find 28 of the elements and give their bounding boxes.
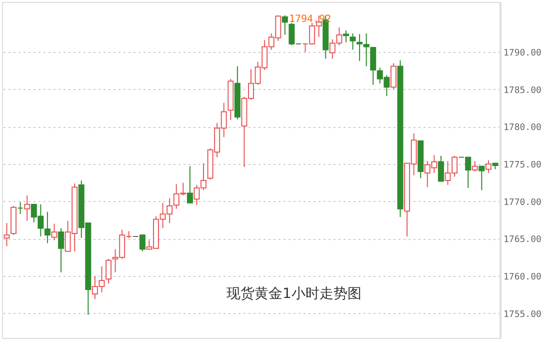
- y-tick-label: 1765.00: [504, 235, 542, 246]
- y-tick-label: 1785.00: [504, 86, 542, 96]
- candlestick: [478, 166, 485, 191]
- text: 现货黄金1小时走势图: [226, 286, 362, 302]
- candlestick: [472, 160, 478, 172]
- candlestick: [485, 160, 492, 174]
- candlestick: [17, 202, 24, 215]
- candlestick: [58, 228, 64, 273]
- candlestick: [51, 223, 58, 241]
- candlestick: [24, 194, 30, 222]
- y-tick-label: 1770.00: [504, 198, 542, 208]
- candlestick: [288, 22, 295, 46]
- candlestick: [282, 14, 288, 36]
- y-tick-label: 1755.00: [504, 310, 542, 320]
- candlestick: [438, 155, 444, 182]
- candlestick: [186, 166, 193, 204]
- candlestick: [139, 234, 146, 252]
- candlestick: [390, 62, 396, 90]
- y-tick-label: 1790.00: [504, 48, 542, 59]
- candlestick: [342, 30, 349, 43]
- candlestick: [465, 156, 472, 188]
- y-tick-label: 1780.00: [504, 123, 542, 134]
- y-tick-label: 1775.00: [504, 160, 542, 171]
- candlestick: [44, 211, 50, 244]
- candlestick: [106, 258, 112, 284]
- candlestick: [4, 222, 10, 247]
- y-tick-label: 1760.00: [504, 272, 542, 283]
- candlestick: [350, 32, 356, 50]
